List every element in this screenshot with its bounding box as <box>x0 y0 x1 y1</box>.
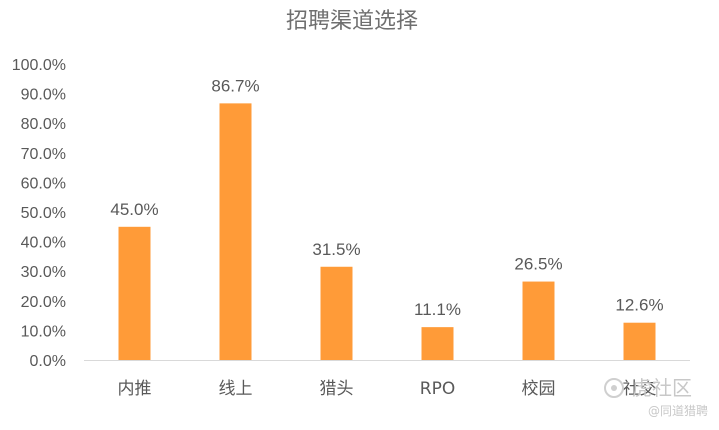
y-tick-label: 10.0% <box>21 323 66 340</box>
y-tick-label: 30.0% <box>21 264 66 281</box>
x-tick-label: 线上 <box>219 379 253 399</box>
y-tick-label: 0.0% <box>30 353 66 370</box>
y-tick-label: 40.0% <box>21 235 66 252</box>
bar-3 <box>421 327 454 360</box>
x-tick-label: 校园 <box>522 379 556 399</box>
y-tick-label: 90.0% <box>21 87 66 104</box>
x-axis-ticks: 内推 线上 猎头 RPO 校园 社交 <box>118 379 657 399</box>
y-tick-label: 80.0% <box>21 116 66 133</box>
watermark-text: 虎社区 <box>632 376 692 400</box>
bar-0 <box>118 226 151 360</box>
y-tick-label: 100.0% <box>12 57 66 74</box>
watermark: 虎社区 @同道猎聘 <box>604 376 708 418</box>
x-tick-label: RPO <box>420 379 455 399</box>
y-tick-label: 20.0% <box>21 294 66 311</box>
y-tick-label: 70.0% <box>21 146 66 163</box>
bar-value-label: 12.6% <box>615 296 663 315</box>
bar-4 <box>522 281 555 360</box>
chart-title: 招聘渠道选择 <box>286 9 418 34</box>
y-tick-label: 50.0% <box>21 205 66 222</box>
bar-value-label: 11.1% <box>414 300 461 319</box>
y-axis-ticks: 0.0% 10.0% 20.0% 30.0% 40.0% 50.0% 60.0% 70.0% 8… <box>12 57 66 370</box>
data-labels-group: 45.0% 86.7% 31.5% 11.1% 26.5% 12.6% <box>110 76 663 319</box>
bar-value-label: 26.5% <box>514 255 562 274</box>
x-tick-label: 猎头 <box>320 379 354 399</box>
y-tick-label: 60.0% <box>21 175 66 192</box>
bar-1 <box>219 103 252 361</box>
watermark-subtext: @同道猎聘 <box>648 404 708 418</box>
bar-value-label: 86.7% <box>211 76 259 95</box>
bar-value-label: 45.0% <box>110 200 158 219</box>
bar-5 <box>623 322 656 360</box>
bars-group <box>118 103 656 361</box>
x-tick-label: 社交 <box>623 379 657 399</box>
bar-2 <box>320 266 353 360</box>
watermark-logo-icon <box>604 378 624 398</box>
bar-value-label: 31.5% <box>312 240 360 259</box>
x-tick-label: 内推 <box>118 379 152 399</box>
